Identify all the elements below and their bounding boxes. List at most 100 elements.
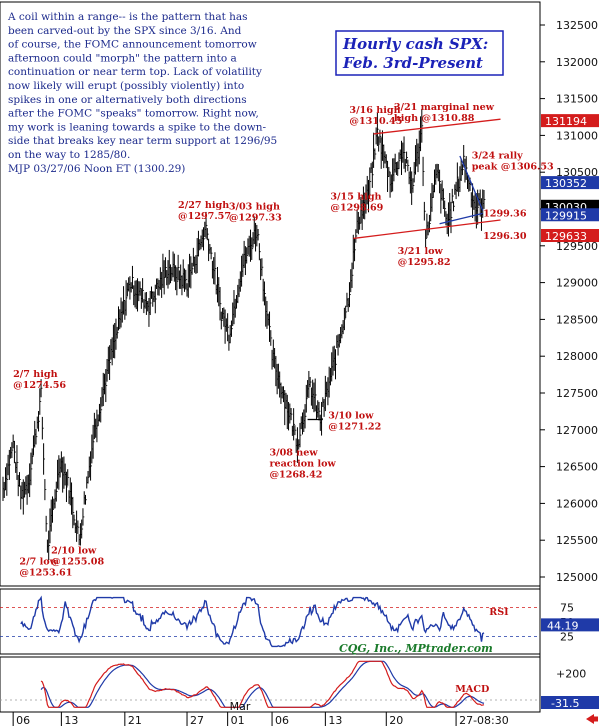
price-bars <box>2 108 486 561</box>
price-panel <box>0 1 541 587</box>
commentary-line: been carved-out by the SPX since 3/16. A… <box>8 25 242 37</box>
rsi-line <box>20 595 485 648</box>
y-tick-label: 127500 <box>556 387 598 400</box>
x-tick-label: 21 <box>128 714 142 727</box>
commentary-line: after the FOMC "speaks" tomorrow. Right … <box>8 108 259 120</box>
annotation-label: 3/21 marginal new <box>394 102 495 113</box>
credit-text: CQG, Inc., MPtrader.com <box>339 642 493 655</box>
macd-label: MACD <box>455 684 489 695</box>
annotation-label: 3/03 high <box>229 202 280 213</box>
trendlines <box>307 118 501 421</box>
y-tick-label: 130500 <box>556 166 598 179</box>
price-tag-label: 131194 <box>545 115 587 128</box>
price-tag-box <box>541 114 599 128</box>
y-tick-label: 126000 <box>556 497 598 510</box>
y-tick-label: 127000 <box>556 424 598 437</box>
rsi-value-label: 44.19 <box>547 619 579 632</box>
chart-title: Hourly cash SPX: <box>342 35 488 53</box>
macd-signal-line <box>40 660 485 708</box>
annotations: 2/7 high@1274.562/7 low@1253.612/10 low@… <box>13 102 554 579</box>
macd-value-label: -31.5 <box>551 697 579 710</box>
price-axis: 1325001320001315001310001305001300001295… <box>540 19 598 584</box>
annotation-label: 1299.36 <box>483 209 527 220</box>
y-tick-label: 125000 <box>556 571 598 584</box>
price-tag-label: 129915 <box>545 209 587 222</box>
rsi-tick-label: 75 <box>560 602 574 615</box>
annotation-label: @1298.69 <box>330 203 383 214</box>
annotation-label: @1297.33 <box>229 213 282 224</box>
rsi-label: RSI <box>489 607 509 618</box>
annotation-label: @1255.08 <box>51 557 104 568</box>
price-tag-box <box>541 229 599 243</box>
annotation-label: peak @1306.53 <box>472 161 554 172</box>
commentary-line: of course, the FOMC announcement tomorro… <box>8 39 257 51</box>
annotation-label: high @1310.88 <box>394 113 475 124</box>
triangle-upper-line <box>459 155 484 211</box>
x-tick-label: 13 <box>64 714 78 727</box>
commentary-line: now likely will erupt (possibly violentl… <box>8 80 244 92</box>
annotation-label: @1271.22 <box>328 421 381 432</box>
annotation-label: 3/10 low <box>328 410 374 421</box>
macd-indicator: +200 MACD -31.5 <box>0 660 599 710</box>
annotation-label: 3/16 high <box>349 105 400 116</box>
commentary-line: my work is leaning towards a spike to th… <box>8 121 267 133</box>
x-tick-label: 20 <box>389 714 403 727</box>
price-tag-label: 130352 <box>545 177 587 190</box>
price-tag-box <box>541 176 599 190</box>
commentary-line: A coil within a range-- is the pattern t… <box>7 11 248 23</box>
price-tag-box <box>541 208 599 222</box>
y-tick-label: 126500 <box>556 461 598 474</box>
y-tick-label: 128500 <box>556 313 598 326</box>
triangle-lower-line <box>439 212 483 225</box>
rsi-tick-label: 25 <box>560 631 574 644</box>
y-tick-label: 132500 <box>556 19 598 32</box>
annotation-label: 3/24 rally <box>472 150 523 161</box>
commentary-line: on the way to 1285/80. <box>8 149 130 161</box>
lower-trendline <box>353 219 501 240</box>
y-tick-label: 129500 <box>556 240 598 253</box>
y-tick-label: 132000 <box>556 56 598 69</box>
time-axis: 06 13 21 27 01 06 13 20 27-08:30 Mar <box>0 700 540 727</box>
annotation-label: @1268.42 <box>269 469 322 480</box>
x-tick-label: 06 <box>16 714 30 727</box>
x-tick-label: 27 <box>190 714 204 727</box>
annotation-label: @1274.56 <box>13 380 66 391</box>
x-month-label: Mar <box>230 700 251 713</box>
annotation-label: 2/10 low <box>51 546 97 557</box>
x-tick-label: 06 <box>275 714 289 727</box>
annotation-label: 2/7 low <box>19 556 58 567</box>
annotation-label: 3/15 high <box>330 192 381 203</box>
annotation-label: @1253.61 <box>19 567 72 578</box>
annotation-label: 3/21 low <box>398 246 444 257</box>
title-box <box>335 30 504 76</box>
annotation-label: @1297.57 <box>178 211 231 222</box>
y-tick-label: 125500 <box>556 534 598 547</box>
rsi-indicator: 755025RSI44.19 <box>0 595 599 648</box>
commentary: A coil within a range-- is the pattern t… <box>7 11 277 175</box>
y-tick-label: 131000 <box>556 129 598 142</box>
y-tick-label: 128000 <box>556 350 598 363</box>
y-tick-label: 129000 <box>556 277 598 290</box>
commentary-line: side that breaks key near term support a… <box>8 135 277 147</box>
annotation-label: @1295.82 <box>398 257 451 268</box>
annotation-label: @1310.45 <box>349 116 402 127</box>
rsi-value-tag <box>541 618 599 632</box>
annotation-label: 1296.30 <box>483 231 527 242</box>
commentary-line: afternoon could "morph" the pattern into… <box>8 52 237 64</box>
macd-value-tag <box>541 696 599 709</box>
chart-subtitle: Feb. 3rd-Present <box>342 54 483 72</box>
scroll-left-arrow-icon[interactable] <box>586 714 598 724</box>
annotation-label: 2/7 high <box>13 369 58 380</box>
x-tick-label: 01 <box>231 714 245 727</box>
commentary-line: continuation or near term top. Lack of v… <box>8 66 262 78</box>
price-tag-label: 129633 <box>545 230 587 243</box>
annotation-label: reaction low <box>269 458 336 469</box>
annotation-label: 3/08 new <box>269 447 318 458</box>
commentary-line: MJP 03/27/06 Noon ET (1300.29) <box>8 163 185 175</box>
y-tick-label: 131500 <box>556 93 598 106</box>
macd-line <box>40 660 485 708</box>
commentary-line: spikes in one or alternatively both dire… <box>8 94 247 106</box>
